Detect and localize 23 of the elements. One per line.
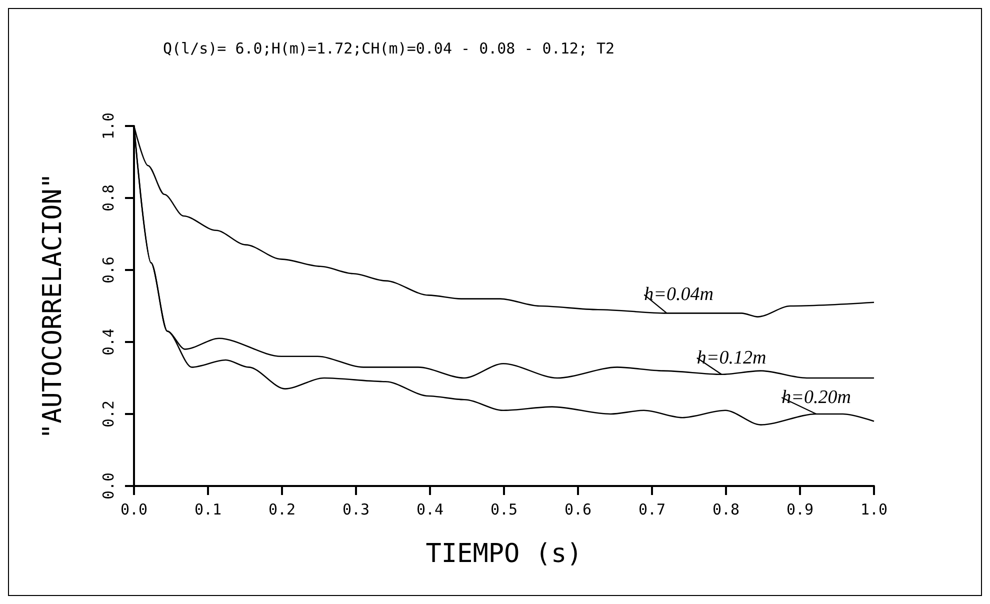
x-tick-label: 0.2: [268, 500, 296, 518]
y-tick-label: 1.0: [100, 112, 118, 140]
x-tick-label: 1.0: [860, 500, 888, 518]
x-tick-label: 0.0: [120, 500, 148, 518]
y-tick-label: 0.2: [100, 400, 118, 428]
series-label: h=0.12m: [696, 347, 766, 368]
x-axis-title: TIEMPO (s): [426, 539, 582, 569]
y-tick-label: 0.4: [100, 328, 118, 356]
series-label: h=0.04m: [644, 284, 714, 306]
y-tick-label: 0.0: [100, 472, 118, 500]
x-tick-label: 0.5: [490, 500, 518, 518]
y-tick-label: 0.8: [100, 184, 118, 212]
x-tick-label: 0.6: [564, 500, 592, 518]
y-tick-label: 0.6: [100, 256, 118, 284]
x-tick-label: 0.1: [194, 500, 222, 518]
series-label: h=0.20m: [782, 387, 851, 408]
x-tick-label: 0.3: [342, 500, 370, 518]
chart-title: Q(l/s)= 6.0;H(m)=1.72;CH(m)=0.04 - 0.08 - 0.12; T2: [163, 40, 615, 58]
y-axis-title: "AUTOCORRELACION": [38, 172, 68, 440]
x-tick-label: 0.8: [712, 500, 740, 518]
x-tick-label: 0.9: [786, 500, 814, 518]
x-tick-label: 0.4: [416, 500, 444, 518]
x-tick-label: 0.7: [638, 500, 666, 518]
